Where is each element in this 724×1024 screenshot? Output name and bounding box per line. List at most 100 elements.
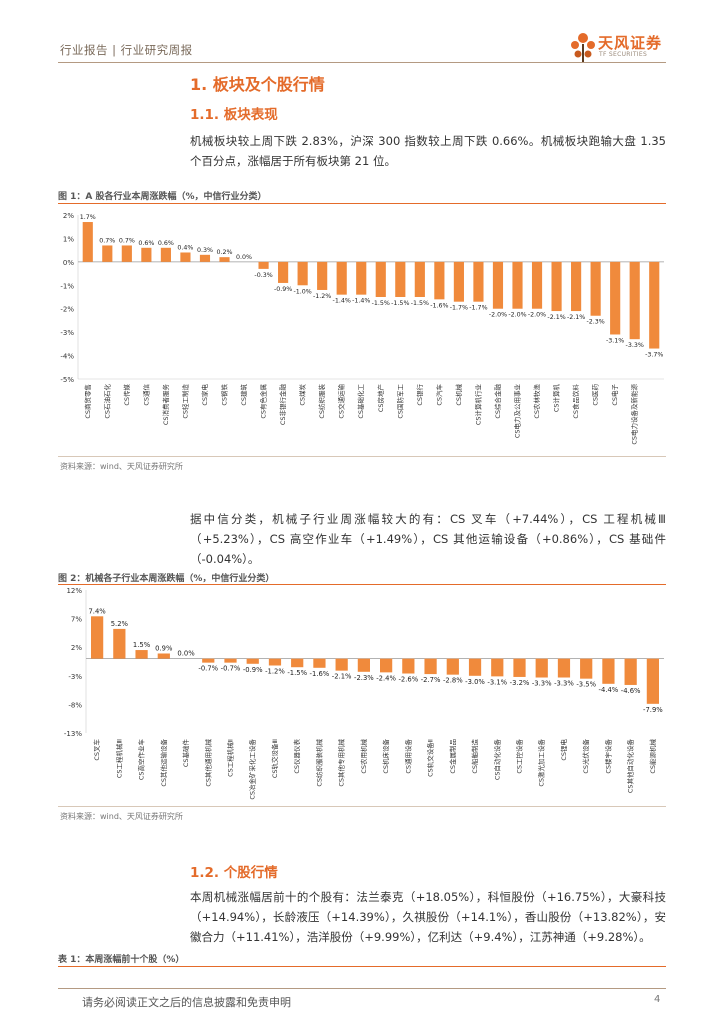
y-tick-label: 2% bbox=[63, 212, 74, 220]
x-category-label: CS农林牧渔 bbox=[532, 384, 541, 419]
data-label: -2.1% bbox=[567, 314, 585, 321]
figure-2-source: 资料来源：wind、天风证券研究所 bbox=[60, 812, 183, 821]
bar bbox=[113, 628, 126, 659]
subsection-title-2: 1.2. 个股行情 bbox=[190, 865, 278, 881]
x-category-label: CS船舶制造 bbox=[470, 739, 479, 774]
data-label: -0.7% bbox=[198, 665, 218, 673]
bar bbox=[313, 658, 326, 668]
bar bbox=[278, 261, 289, 283]
data-label: -7.9% bbox=[643, 706, 663, 714]
bar bbox=[246, 658, 259, 664]
bar bbox=[624, 658, 637, 685]
x-category-label: CS商贸零售 bbox=[83, 384, 92, 419]
bar bbox=[180, 252, 191, 262]
x-category-label: CS能源机械 bbox=[648, 739, 657, 774]
data-label: -2.7% bbox=[421, 676, 441, 684]
x-category-label: CS轻工制造 bbox=[180, 384, 189, 419]
data-label: -3.7% bbox=[645, 352, 663, 359]
data-label: -1.5% bbox=[372, 300, 390, 307]
bar bbox=[91, 616, 104, 659]
figure-2-chart: 12%7%2%-3%-8%-13%7.4%5.2%1.5% 0.9%0.0%-0.… bbox=[64, 587, 664, 800]
bar bbox=[224, 658, 237, 663]
y-tick-label: -13% bbox=[64, 730, 82, 738]
data-label: -1.4% bbox=[333, 298, 351, 305]
x-category-label: CS自动化设备 bbox=[492, 739, 501, 781]
x-category-label: CS楼宇设备 bbox=[603, 739, 612, 774]
bar bbox=[629, 261, 640, 340]
x-category-label: CS通信 bbox=[141, 384, 150, 406]
data-label: -2.0% bbox=[489, 312, 507, 319]
x-category-label: CS工控设备 bbox=[515, 739, 524, 774]
y-tick-label: 2% bbox=[71, 644, 82, 652]
y-tick-label: -1% bbox=[60, 282, 74, 290]
bar bbox=[335, 658, 348, 671]
data-label: 0.2% bbox=[217, 249, 233, 256]
x-category-label: CS激光加工设备 bbox=[537, 739, 546, 787]
bar bbox=[557, 658, 571, 678]
bar bbox=[336, 261, 347, 295]
bar bbox=[402, 658, 415, 674]
data-label: -2.1% bbox=[332, 673, 352, 681]
x-category-label: CS农用机械 bbox=[359, 739, 368, 774]
bar bbox=[160, 247, 171, 262]
data-label: 1.5% bbox=[133, 641, 151, 649]
page-number: 4 bbox=[654, 994, 661, 1005]
data-label: -1.5% bbox=[287, 669, 307, 677]
data-label: -3.5% bbox=[576, 681, 596, 689]
data-label: -2.3% bbox=[586, 319, 604, 326]
data-label: -1.5% bbox=[411, 300, 429, 307]
data-label: 0.0% bbox=[236, 254, 252, 261]
x-category-label: CS轨交设备Ⅱ bbox=[426, 739, 435, 777]
data-label: 0.3% bbox=[197, 247, 213, 254]
x-category-label: CS家电 bbox=[200, 384, 209, 406]
x-category-label: CS非银行金融 bbox=[278, 384, 287, 426]
logo-text: 天风证券 bbox=[598, 34, 663, 52]
data-label: 5.2% bbox=[111, 620, 129, 628]
data-label: -2.4% bbox=[376, 674, 396, 682]
x-category-label: CS石油石化 bbox=[102, 384, 111, 419]
x-category-label: CS国防军工 bbox=[395, 384, 404, 419]
section-title: 1. 板块及个股行情 bbox=[190, 75, 325, 94]
data-label: -3.2% bbox=[510, 679, 530, 687]
paragraph-top-stocks: 本周机械涨幅居前十的个股有：法兰泰克（+18.05%），科恒股份（+16.75%… bbox=[190, 890, 666, 944]
x-category-label: CS电子 bbox=[610, 384, 619, 406]
bar bbox=[649, 261, 660, 349]
bar bbox=[356, 261, 367, 295]
x-category-label: CS电力及公用事业 bbox=[513, 384, 522, 439]
logo-flower-icon bbox=[571, 33, 595, 62]
bar bbox=[258, 261, 269, 269]
header-divider bbox=[58, 62, 666, 63]
figure-2-title: 图 2：机械各子行业本周涨跌幅（%，中信行业分类） bbox=[58, 574, 275, 584]
table-1-top-rule bbox=[58, 966, 666, 967]
data-label: -1.5% bbox=[391, 300, 409, 307]
bar bbox=[473, 261, 484, 302]
x-category-label: CS有色金属 bbox=[259, 384, 268, 419]
data-label: -1.6% bbox=[430, 302, 448, 309]
x-category-label: CS综合金融 bbox=[493, 384, 502, 419]
data-label: 0.0% bbox=[177, 650, 195, 658]
x-category-label: CS计算机行业 bbox=[473, 384, 482, 426]
paragraph-subsector-performance: 据中信分类，机械子行业周涨幅较大的有：CS 叉车（+7.44%），CS 工程机械… bbox=[190, 512, 666, 566]
bar bbox=[491, 658, 504, 677]
bar bbox=[646, 658, 659, 704]
x-category-label: CS其他运输设备 bbox=[159, 739, 168, 787]
data-label: 0.6% bbox=[158, 240, 174, 247]
table-1-title: 表 1：本周涨幅前十个股（%） bbox=[58, 955, 185, 965]
data-label: 1.7% bbox=[80, 214, 96, 221]
data-label: 0.9% bbox=[155, 644, 173, 652]
data-label: -3.3% bbox=[626, 342, 644, 349]
bar bbox=[580, 658, 593, 679]
data-label: -3.0% bbox=[465, 678, 485, 686]
bar bbox=[571, 261, 582, 312]
y-tick-label: 7% bbox=[71, 616, 82, 624]
data-label: 7.4% bbox=[88, 607, 106, 615]
data-label: -3.1% bbox=[606, 337, 624, 344]
bar bbox=[82, 222, 93, 262]
x-category-label: CS传媒 bbox=[122, 384, 131, 406]
bar bbox=[157, 653, 170, 659]
data-label: -4.6% bbox=[621, 687, 641, 695]
bar bbox=[121, 245, 132, 262]
y-tick-label: 12% bbox=[66, 587, 82, 595]
x-category-label: CS银行 bbox=[415, 384, 424, 406]
x-category-label: CS房地产 bbox=[376, 384, 385, 413]
